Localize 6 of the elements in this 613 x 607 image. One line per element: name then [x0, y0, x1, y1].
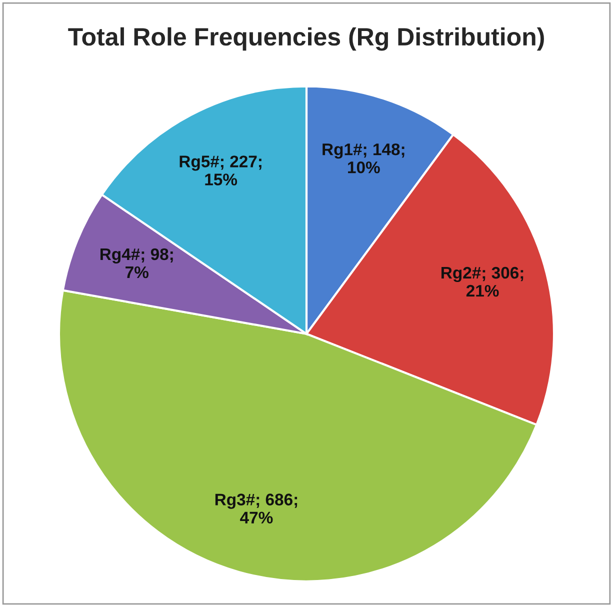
slice-label: Rg1#; 148; 10% — [322, 143, 404, 174]
slice-label: Rg5#; 227; 15% — [180, 156, 262, 186]
slice-label: Rg2#; 306; 21% — [442, 266, 524, 297]
chart-title: Total Role Frequencies (Rg Distribution) — [68, 27, 544, 51]
slice-label: Rg4#; 98; 7% — [100, 248, 173, 278]
slice-label: Rg3#; 686; 47% — [215, 494, 298, 524]
